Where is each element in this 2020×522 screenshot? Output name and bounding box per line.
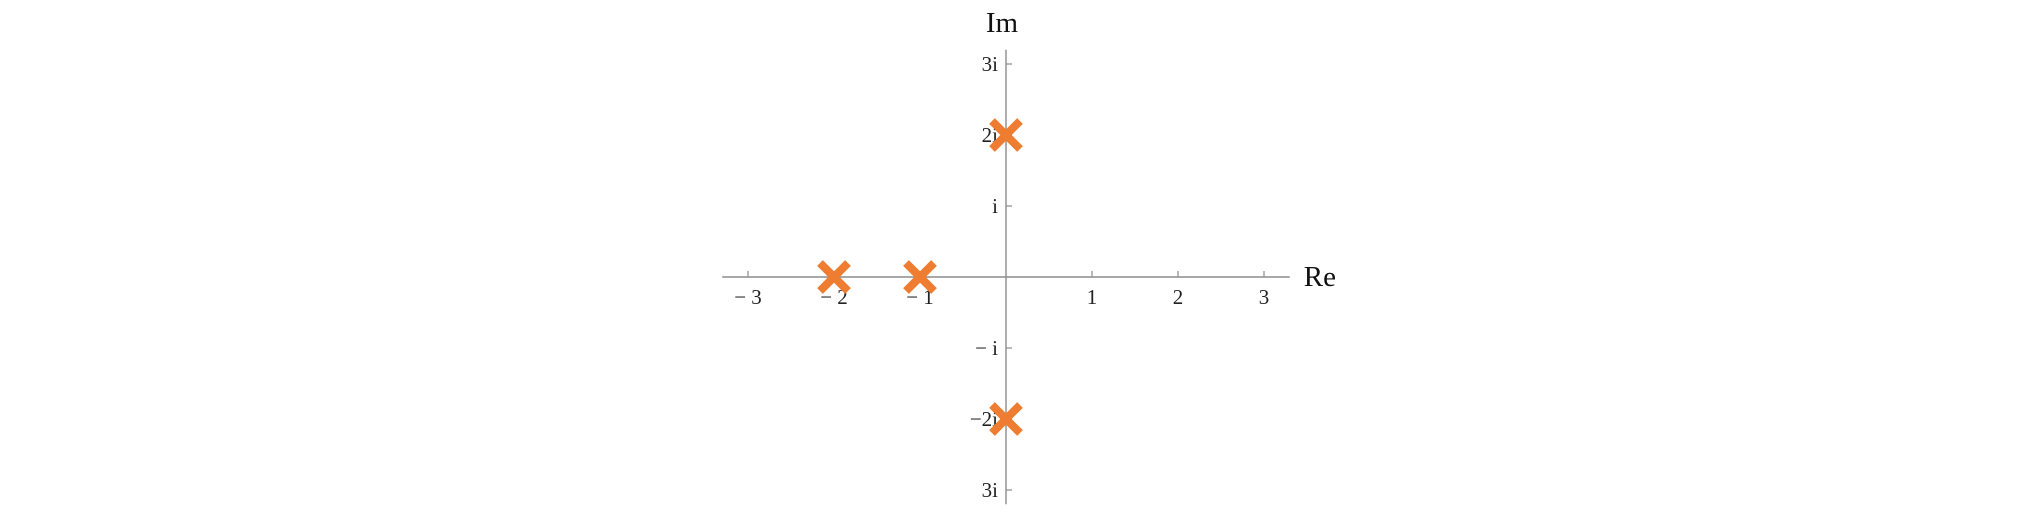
- real-tick-label: 3: [1259, 285, 1270, 309]
- pole-marker-stroke: [989, 402, 1023, 436]
- imaginary-tick-label: − i: [975, 336, 998, 360]
- imaginary-tick-label: 3i: [982, 478, 999, 502]
- pole-markers: [817, 118, 1023, 436]
- real-tick-label: 2: [1173, 285, 1184, 309]
- pole-marker: [817, 260, 851, 294]
- pole-marker: [989, 118, 1023, 152]
- pole-marker-stroke: [903, 260, 937, 294]
- real-tick-label: 1: [1087, 285, 1098, 309]
- real-axis-label: Re: [1304, 261, 1336, 293]
- pole-marker: [903, 260, 937, 294]
- imaginary-tick-label: 3i: [982, 52, 999, 76]
- imaginary-axis-label: Im: [986, 7, 1019, 39]
- imaginary-tick-label: 2i: [982, 123, 999, 147]
- pole-marker: [989, 402, 1023, 436]
- real-tick-label: − 3: [734, 285, 762, 309]
- pole-marker-stroke: [817, 260, 851, 294]
- pole-marker-stroke: [989, 118, 1023, 152]
- imaginary-tick-label: i: [992, 194, 998, 218]
